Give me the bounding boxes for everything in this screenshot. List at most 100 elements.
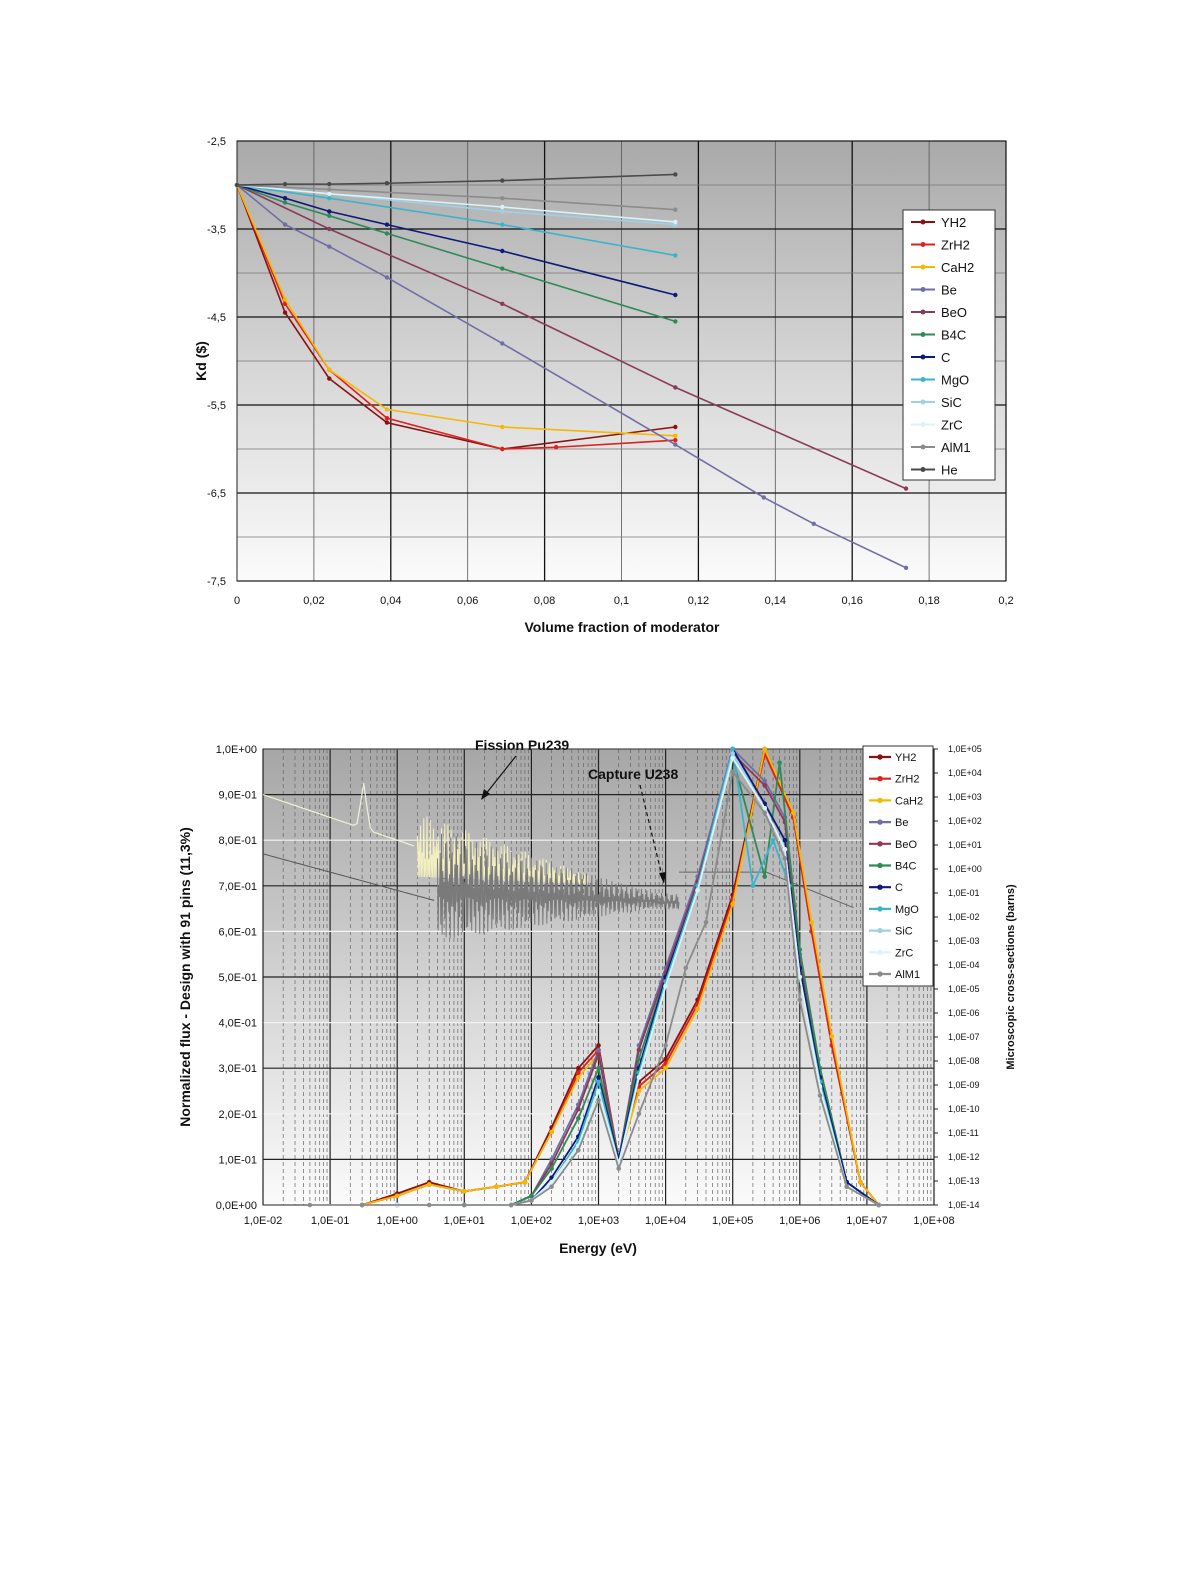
- data-point: [394, 1193, 400, 1199]
- series-line: [236, 184, 676, 437]
- x-tick-label: 1,0E+00: [377, 1215, 418, 1227]
- legend-item-CaH2: CaH2: [911, 260, 974, 275]
- data-point: [782, 856, 788, 861]
- data-point: [327, 226, 332, 232]
- series-line: [236, 184, 676, 323]
- data-point: [327, 191, 332, 196]
- legend-marker: [920, 354, 926, 360]
- data-point: [282, 310, 288, 315]
- data-point: [500, 301, 505, 306]
- legend-item-AlM1: AlM1: [911, 440, 971, 455]
- legend-item-He: He: [911, 463, 958, 478]
- data-point: [576, 1070, 581, 1076]
- legend-marker: [877, 949, 883, 955]
- data-point: [307, 1202, 313, 1208]
- legend-label: B4C: [941, 328, 966, 343]
- y-tick-label: -4,5: [207, 312, 226, 324]
- data-point: [762, 778, 768, 784]
- data-point: [494, 1184, 499, 1190]
- data-point: [817, 1093, 823, 1098]
- data-point: [663, 1065, 668, 1071]
- legend-marker: [920, 422, 926, 427]
- legend-marker: [920, 287, 926, 292]
- legend-label: MgO: [941, 373, 969, 388]
- x-tick-label: 1,0E-02: [244, 1215, 283, 1227]
- y2-tick-label: 1,0E+05: [948, 744, 982, 754]
- x-tick-label: 1,0E+04: [645, 1215, 686, 1227]
- y-tick-label: -2,5: [207, 136, 226, 148]
- series-line: [236, 184, 676, 223]
- data-point: [636, 1047, 642, 1053]
- x-tick-label: 0,04: [380, 595, 401, 607]
- y2-tick-label: 1,0E-09: [948, 1080, 980, 1090]
- data-point: [636, 1075, 642, 1080]
- x-tick-label: 0,1: [614, 595, 629, 607]
- series-C: [234, 182, 678, 298]
- data-point: [829, 1033, 835, 1039]
- data-point: [462, 1202, 467, 1208]
- legend-marker: [877, 862, 883, 869]
- x-tick-label: 0,14: [765, 595, 786, 607]
- data-point: [750, 883, 756, 889]
- data-point: [811, 521, 816, 526]
- data-point: [876, 1202, 882, 1208]
- legend-marker: [877, 971, 883, 977]
- data-point: [777, 760, 782, 765]
- data-point: [508, 1202, 514, 1208]
- data-point: [663, 983, 668, 989]
- data-point: [384, 181, 390, 186]
- chart2-grid: [262, 748, 935, 1206]
- data-point: [673, 433, 678, 438]
- data-point: [384, 231, 390, 236]
- annotation-fission-pu239: Fission Pu239: [475, 737, 569, 753]
- data-point: [730, 901, 735, 907]
- legend-item-AlM1: AlM1: [869, 969, 920, 981]
- data-point: [797, 997, 803, 1003]
- legend-item-SiC: SiC: [869, 926, 913, 938]
- y2-tick-label: 1,0E-07: [948, 1032, 980, 1042]
- legend-marker: [920, 444, 926, 450]
- data-point: [596, 1088, 601, 1094]
- y2-tick-label: 1,0E+01: [948, 840, 982, 850]
- legend-label: MgO: [895, 904, 919, 916]
- legend-item-Be: Be: [869, 817, 908, 829]
- y-tick-label: -3,5: [207, 224, 226, 236]
- data-point: [809, 919, 814, 925]
- x-tick-label: 1,0E+06: [779, 1215, 820, 1227]
- chart2-legend-items: YH2 ZrH2 CaH2 Be BeO B4C C MgO SiC ZrC AlM1: [869, 752, 923, 981]
- data-point: [695, 888, 700, 893]
- legend-label: C: [941, 350, 950, 365]
- legend-marker: [877, 819, 883, 825]
- legend-label: ZrC: [895, 947, 913, 959]
- data-point: [327, 209, 332, 214]
- annotation-fission-arrow: [484, 755, 517, 796]
- data-point: [384, 420, 390, 425]
- data-point: [596, 1079, 601, 1085]
- y-tick-label: 9,0E-01: [218, 790, 257, 802]
- y2-tick-label: 1,0E-12: [948, 1152, 980, 1162]
- data-point: [596, 1065, 601, 1071]
- data-point: [695, 1006, 700, 1012]
- data-point: [673, 424, 678, 430]
- legend-item-CaH2: CaH2: [869, 795, 923, 807]
- data-point: [282, 200, 288, 205]
- data-point: [673, 319, 678, 324]
- chart2-x-axis-label: Energy (eV): [559, 1240, 637, 1256]
- legend-item-B4C: B4C: [869, 861, 916, 873]
- chart2-series: [307, 746, 882, 1208]
- data-point: [673, 172, 678, 177]
- x-tick-label: 0,2: [998, 595, 1013, 607]
- capture-u238-resonances: [436, 833, 680, 939]
- legend-item-MgO: MgO: [911, 373, 969, 388]
- series-line: [236, 184, 676, 211]
- series-He: [234, 172, 678, 188]
- x-tick-label: 1,0E+03: [578, 1215, 619, 1227]
- data-point: [327, 213, 332, 218]
- data-point: [426, 1182, 432, 1187]
- legend-item-ZrC: ZrC: [869, 947, 913, 959]
- data-point: [730, 746, 735, 752]
- chart2-y2-tick-labels: 1,0E+05 1,0E+04 1,0E+03 1,0E+02 1,0E+01 1,0E+…: [934, 744, 982, 1210]
- annotation-capture-arrow: [639, 784, 663, 877]
- legend-marker: [920, 377, 926, 382]
- chart2-y-axis-label: Normalized flux - Design with 91 pins (1…: [177, 827, 193, 1127]
